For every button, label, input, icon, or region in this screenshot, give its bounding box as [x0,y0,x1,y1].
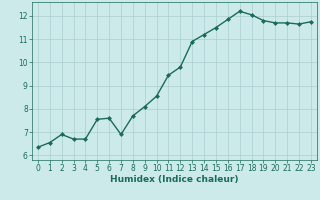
X-axis label: Humidex (Indice chaleur): Humidex (Indice chaleur) [110,175,239,184]
